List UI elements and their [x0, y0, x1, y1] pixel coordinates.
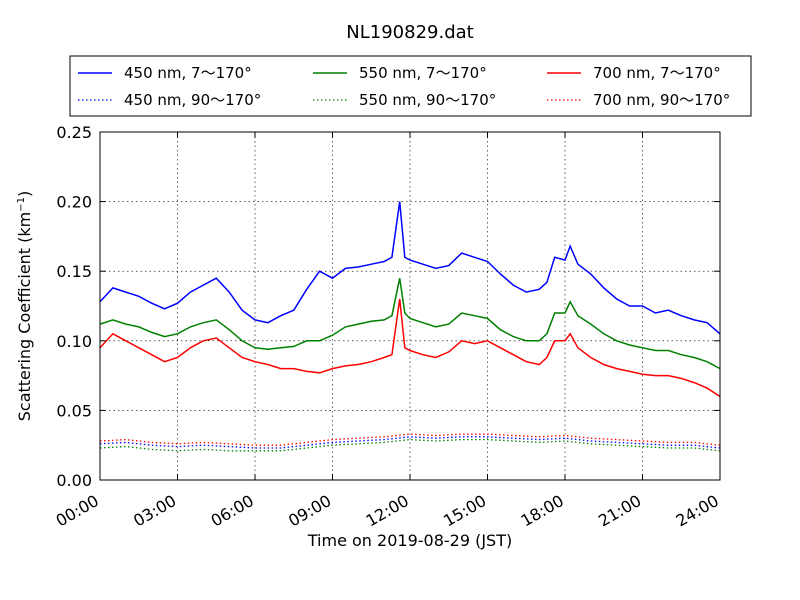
series-line-2 — [99, 298, 721, 398]
x-tick-label: 24:00 — [673, 491, 722, 531]
y-axis-label: Scattering Coefficient (km−1) — [15, 191, 34, 422]
legend-label: 550 nm, 90～170° — [359, 91, 496, 109]
plot-area: 00:00 03:00 06:00 09:00 12:00 15:00 18:00 21:00… — [53, 123, 722, 531]
x-tick-label: 21:00 — [595, 491, 644, 531]
y-axis-label-sup: −1 — [16, 197, 27, 212]
legend-label: 450 nm, 7～170° — [124, 64, 252, 82]
y-tick-label: 0.25 — [56, 123, 92, 142]
y-tick-label: 0.20 — [56, 193, 92, 212]
y-tick-label: 0.00 — [56, 471, 92, 490]
y-tick-label: 0.10 — [56, 332, 92, 351]
x-tick-label: 18:00 — [518, 491, 567, 531]
x-tick-label: 12:00 — [363, 491, 412, 531]
x-tick-label: 00:00 — [53, 491, 102, 531]
x-axis-label: Time on 2019-08-29 (JST) — [307, 531, 512, 550]
legend: 450 nm, 7～170° 550 nm, 7～170° 700 nm, 7～17… — [69, 55, 752, 117]
y-tick-label: 0.05 — [56, 401, 92, 420]
legend-label: 700 nm, 7～170° — [593, 64, 721, 82]
series-line-0 — [99, 201, 721, 335]
y-axis-label-main: Scattering Coefficient (km — [15, 212, 34, 422]
plot-background — [100, 132, 720, 480]
y-tick-label: 0.15 — [56, 262, 92, 281]
legend-label: 450 nm, 90～170° — [124, 91, 261, 109]
x-tick-label: 03:00 — [130, 491, 179, 531]
legend-label: 700 nm, 90～170° — [593, 91, 730, 109]
x-tick-label: 09:00 — [285, 491, 334, 531]
y-axis-label-close: ) — [15, 191, 34, 197]
series-lines — [99, 201, 721, 452]
series-line-1 — [99, 278, 721, 370]
x-tick-label: 15:00 — [440, 491, 489, 531]
x-tick-label: 06:00 — [208, 491, 257, 531]
legend-box — [69, 55, 752, 117]
chart-title: NL190829.dat — [346, 22, 473, 43]
legend-label: 550 nm, 7～170° — [359, 64, 487, 82]
